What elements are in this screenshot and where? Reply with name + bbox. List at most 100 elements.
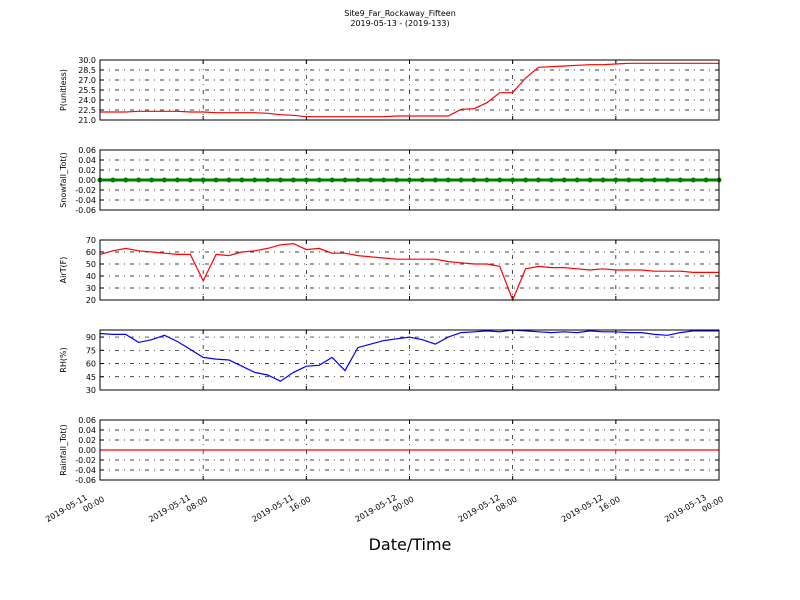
data-point xyxy=(523,177,529,183)
data-point xyxy=(574,177,580,183)
data-point xyxy=(368,177,374,183)
y-tick-label: -0.04 xyxy=(75,196,96,205)
plot-frame xyxy=(99,239,720,301)
y-tick-label: 90 xyxy=(86,333,96,342)
plot-frame xyxy=(99,329,720,391)
x-tick-label: 2019-05-1208:00 xyxy=(457,486,519,533)
y-tick-label: 0.02 xyxy=(78,436,96,445)
data-point xyxy=(432,177,438,183)
data-point xyxy=(161,177,167,183)
data-line xyxy=(99,329,719,382)
data-point xyxy=(174,177,180,183)
y-tick-label: 21.0 xyxy=(78,116,96,125)
y-tick-label: 60 xyxy=(86,248,96,257)
y-tick-label: 28.5 xyxy=(78,66,96,75)
x-tick-label: 2019-05-1116:00 xyxy=(250,486,312,533)
data-line xyxy=(100,62,719,118)
data-point xyxy=(561,177,567,183)
y-axis-label: RH(%) xyxy=(59,347,68,372)
data-point xyxy=(639,177,645,183)
y-tick-label: 0.06 xyxy=(78,416,96,425)
data-point xyxy=(677,177,683,183)
y-tick-label: 75 xyxy=(86,346,96,355)
data-point xyxy=(316,177,322,183)
y-tick-label: 0.00 xyxy=(78,176,96,185)
y-tick-label: -0.06 xyxy=(75,206,96,215)
y-tick-label: 27.0 xyxy=(78,76,96,85)
data-point xyxy=(329,177,335,183)
data-point xyxy=(484,177,490,183)
data-point xyxy=(226,177,232,183)
plot-frame xyxy=(99,149,720,211)
y-tick-label: 0.00 xyxy=(78,446,96,455)
x-axis-label: Date/Time xyxy=(369,535,452,554)
y-tick-label: -0.02 xyxy=(75,186,96,195)
y-axis-label: Snowfall_Tot() xyxy=(59,152,68,208)
chart-subtitle: 2019-05-13 - (2019-133) xyxy=(350,19,449,28)
data-point xyxy=(187,177,193,183)
data-point xyxy=(252,177,258,183)
x-tick-label: 2019-05-1108:00 xyxy=(147,486,209,533)
data-point xyxy=(626,177,632,183)
data-point xyxy=(471,177,477,183)
data-point xyxy=(136,177,142,183)
data-point xyxy=(600,177,606,183)
data-point xyxy=(548,177,554,183)
data-point xyxy=(497,177,503,183)
y-tick-label: 30 xyxy=(86,284,96,293)
x-tick-label: 2019-05-1300:00 xyxy=(663,486,725,533)
data-point xyxy=(381,177,387,183)
y-axis-label: AirT(F) xyxy=(59,257,68,284)
y-tick-label: -0.06 xyxy=(75,476,96,485)
data-point xyxy=(110,177,116,183)
chart-title: Site9_Far_Rockaway_Fifteen xyxy=(344,9,456,18)
data-point xyxy=(587,177,593,183)
data-point xyxy=(445,177,451,183)
y-tick-label: 40 xyxy=(86,272,96,281)
data-point xyxy=(149,177,155,183)
y-tick-label: 30.0 xyxy=(78,56,96,65)
data-point xyxy=(407,177,412,183)
plot-frame xyxy=(99,59,720,121)
y-tick-label: 20 xyxy=(86,296,96,305)
y-tick-label: 25.5 xyxy=(78,86,96,95)
y-tick-label: 0.04 xyxy=(78,156,96,165)
data-point xyxy=(265,177,271,183)
y-axis-label: Rainfall_Tot() xyxy=(59,424,68,476)
y-tick-label: 70 xyxy=(86,236,96,245)
y-axis-label: P(unitless) xyxy=(59,69,68,111)
x-tick-label: 2019-05-1216:00 xyxy=(560,486,622,533)
y-tick-label: 22.5 xyxy=(78,106,96,115)
y-tick-label: 60 xyxy=(86,360,96,369)
data-point xyxy=(703,177,709,183)
data-point xyxy=(123,177,129,183)
y-tick-label: 50 xyxy=(86,260,96,269)
y-tick-label: 24.0 xyxy=(78,96,96,105)
y-tick-label: -0.02 xyxy=(75,456,96,465)
data-point xyxy=(342,177,348,183)
data-point xyxy=(535,177,541,183)
x-tick-label: 2019-05-1100:00 xyxy=(44,486,106,533)
data-point xyxy=(394,177,400,183)
data-point xyxy=(303,177,309,183)
data-point xyxy=(690,177,696,183)
x-tick-label: 2019-05-1200:00 xyxy=(354,486,416,533)
data-point xyxy=(200,177,206,183)
plot-frame xyxy=(99,419,720,481)
data-point xyxy=(419,177,425,183)
data-point xyxy=(458,177,464,183)
data-point xyxy=(239,177,245,183)
y-tick-label: 0.06 xyxy=(78,146,96,155)
data-point xyxy=(278,177,284,183)
data-point xyxy=(652,177,658,183)
y-tick-label: -0.04 xyxy=(75,466,96,475)
y-tick-label: 45 xyxy=(86,373,96,382)
data-line xyxy=(99,242,719,302)
y-tick-label: 0.04 xyxy=(78,426,96,435)
y-tick-label: 30 xyxy=(86,386,96,395)
data-point xyxy=(613,177,619,183)
data-point xyxy=(664,177,670,183)
data-point xyxy=(290,177,296,183)
data-point xyxy=(355,177,361,183)
data-point xyxy=(213,177,219,183)
